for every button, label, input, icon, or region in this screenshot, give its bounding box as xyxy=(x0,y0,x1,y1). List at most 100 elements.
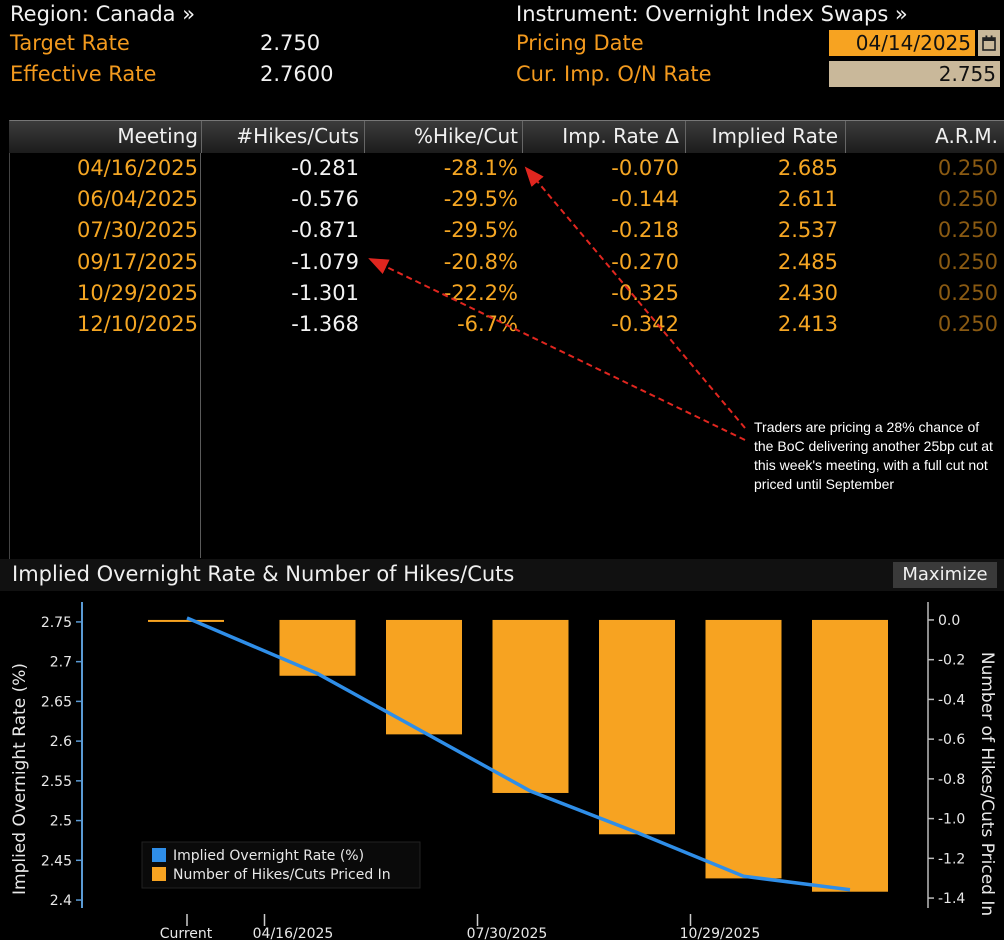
table-cell: -0.342 xyxy=(611,312,679,336)
line-implied-rate xyxy=(186,616,851,892)
table-cell: 2.413 xyxy=(777,312,838,336)
column-divider xyxy=(364,121,365,153)
table-cell: -1.079 xyxy=(291,250,359,274)
bar-hikes-cuts xyxy=(148,619,224,622)
arrow-to-april-pct xyxy=(524,166,746,429)
table-cell: 2.685 xyxy=(777,156,838,180)
left-axis-tick-label: 2.65 xyxy=(41,694,72,710)
right-axis-tick-label: -1.2 xyxy=(938,851,965,867)
instrument-selector[interactable]: Instrument: Overnight Index Swaps » xyxy=(516,2,908,26)
table-row[interactable]: 12/10/2025 xyxy=(76,312,198,336)
column-header-meeting[interactable]: Meeting xyxy=(117,124,198,148)
table-cell: -0.070 xyxy=(611,156,679,180)
table-cell: 0.250 xyxy=(937,312,998,336)
table-cell: -0.281 xyxy=(291,156,359,180)
column-divider xyxy=(845,121,846,153)
right-axis-tick-label: -1.4 xyxy=(938,891,965,907)
left-axis-label: Implied Overnight Rate (%) xyxy=(10,663,30,895)
meetings-table-panel xyxy=(9,120,1004,559)
table-divider xyxy=(200,153,201,558)
x-axis-tick-label: 07/30/2025 xyxy=(467,926,548,940)
legend-label-line: Implied Overnight Rate (%) xyxy=(173,848,364,864)
effective-rate-value: 2.7600 xyxy=(260,62,334,86)
x-axis-tick-label: 04/16/2025 xyxy=(253,926,334,940)
bar-hikes-cuts xyxy=(386,619,462,735)
effective-rate-label: Effective Rate xyxy=(10,62,157,86)
table-cell: 0.250 xyxy=(937,218,998,242)
left-axis-tick-label: 2.7 xyxy=(50,655,72,671)
right-axis-label: Number of Hikes/Cuts Priced In xyxy=(977,652,997,916)
pricing-date-input[interactable]: 04/14/2025 xyxy=(829,30,975,56)
chart-title: Implied Overnight Rate & Number of Hikes… xyxy=(12,562,515,586)
region-selector[interactable]: Region: Canada » xyxy=(10,2,196,26)
right-axis-tick-label: -0.4 xyxy=(938,692,965,708)
column-header-implied-rate[interactable]: Implied Rate xyxy=(711,124,838,148)
target-rate-label: Target Rate xyxy=(10,31,130,55)
table-row[interactable]: 10/29/2025 xyxy=(76,281,198,305)
table-row[interactable]: 07/30/2025 xyxy=(76,218,198,242)
table-row[interactable]: 04/16/2025 xyxy=(76,156,198,180)
chart-title-bar xyxy=(0,559,1004,591)
table-cell: -20.8% xyxy=(443,250,518,274)
arrow-to-september-hikes xyxy=(368,258,746,441)
left-axis-tick-label: 2.75 xyxy=(41,615,72,631)
bar-hikes-cuts xyxy=(279,619,356,676)
left-axis-tick-label: 2.6 xyxy=(50,734,72,750)
table-cell: 2.430 xyxy=(777,281,838,305)
table-cell: 0.250 xyxy=(937,187,998,211)
table-cell: -0.325 xyxy=(611,281,679,305)
table-cell: -0.871 xyxy=(291,218,359,242)
table-cell: 0.250 xyxy=(937,281,998,305)
left-axis-tick-label: 2.55 xyxy=(41,774,72,790)
table-cell: -0.576 xyxy=(291,187,359,211)
maximize-button[interactable]: Maximize xyxy=(893,562,997,588)
table-cell: 0.250 xyxy=(937,156,998,180)
column-header-pct-hike-cut[interactable]: %Hike/Cut xyxy=(414,124,518,148)
left-axis-tick-label: 2.4 xyxy=(50,893,72,909)
annotation-arrows xyxy=(368,166,746,441)
cur-imp-rate-value: 2.755 xyxy=(829,61,1000,87)
legend-box xyxy=(141,841,421,889)
table-cell: -0.218 xyxy=(611,218,679,242)
bar-hikes-cuts xyxy=(812,619,888,892)
column-header-arm[interactable]: A.R.M. xyxy=(935,124,998,148)
legend-label-bars: Number of Hikes/Cuts Priced In xyxy=(173,867,391,883)
table-cell: 2.611 xyxy=(777,187,838,211)
left-axis-tick-label: 2.5 xyxy=(50,814,72,830)
cur-imp-rate-label: Cur. Imp. O/N Rate xyxy=(516,62,712,86)
calendar-icon[interactable] xyxy=(978,30,1000,56)
implied-rate-chart: 2.75 2.7 2.65 2.6 2.55 2.5 2.45 2.4 0.0 -0.2 -0.4 -… xyxy=(10,602,997,940)
right-axis-tick-label: -0.6 xyxy=(938,732,965,748)
table-cell: 0.250 xyxy=(937,250,998,274)
x-axis-tick-label: Current xyxy=(160,926,213,940)
column-header-hikes-cuts[interactable]: #Hikes/Cuts xyxy=(236,124,359,148)
table-cell: -1.368 xyxy=(291,312,359,336)
column-divider xyxy=(201,121,202,153)
target-rate-value: 2.750 xyxy=(260,31,321,55)
table-row[interactable]: 06/04/2025 xyxy=(76,187,198,211)
legend-swatch-bars xyxy=(152,867,166,881)
table-header xyxy=(9,121,1004,153)
table-row[interactable]: 09/17/2025 xyxy=(76,250,198,274)
table-cell: 2.537 xyxy=(777,218,838,242)
table-cell: -1.301 xyxy=(291,281,359,305)
legend-swatch-line xyxy=(152,848,166,862)
x-axis-tick-label: 10/29/2025 xyxy=(680,926,761,940)
column-header-imp-rate-delta[interactable]: Imp. Rate Δ xyxy=(562,124,679,148)
table-cell: -0.270 xyxy=(611,250,679,274)
bar-hikes-cuts xyxy=(492,619,569,793)
table-cell: -28.1% xyxy=(443,156,518,180)
right-axis-tick-label: -1.0 xyxy=(938,812,965,828)
table-cell: -29.5% xyxy=(443,218,518,242)
table-cell: -29.5% xyxy=(443,187,518,211)
pricing-date-label: Pricing Date xyxy=(516,31,644,55)
right-axis-tick-label: -0.8 xyxy=(938,772,965,788)
column-divider xyxy=(685,121,686,153)
right-axis-tick-label: -0.2 xyxy=(938,653,965,669)
table-cell: -0.144 xyxy=(611,187,679,211)
left-axis-tick-label: 2.45 xyxy=(41,853,72,869)
annotation-note: Traders are pricing a 28% chance of the … xyxy=(754,419,993,492)
right-axis-tick-label: 0.0 xyxy=(938,613,960,629)
bar-hikes-cuts xyxy=(599,619,675,835)
bar-hikes-cuts xyxy=(705,619,782,879)
